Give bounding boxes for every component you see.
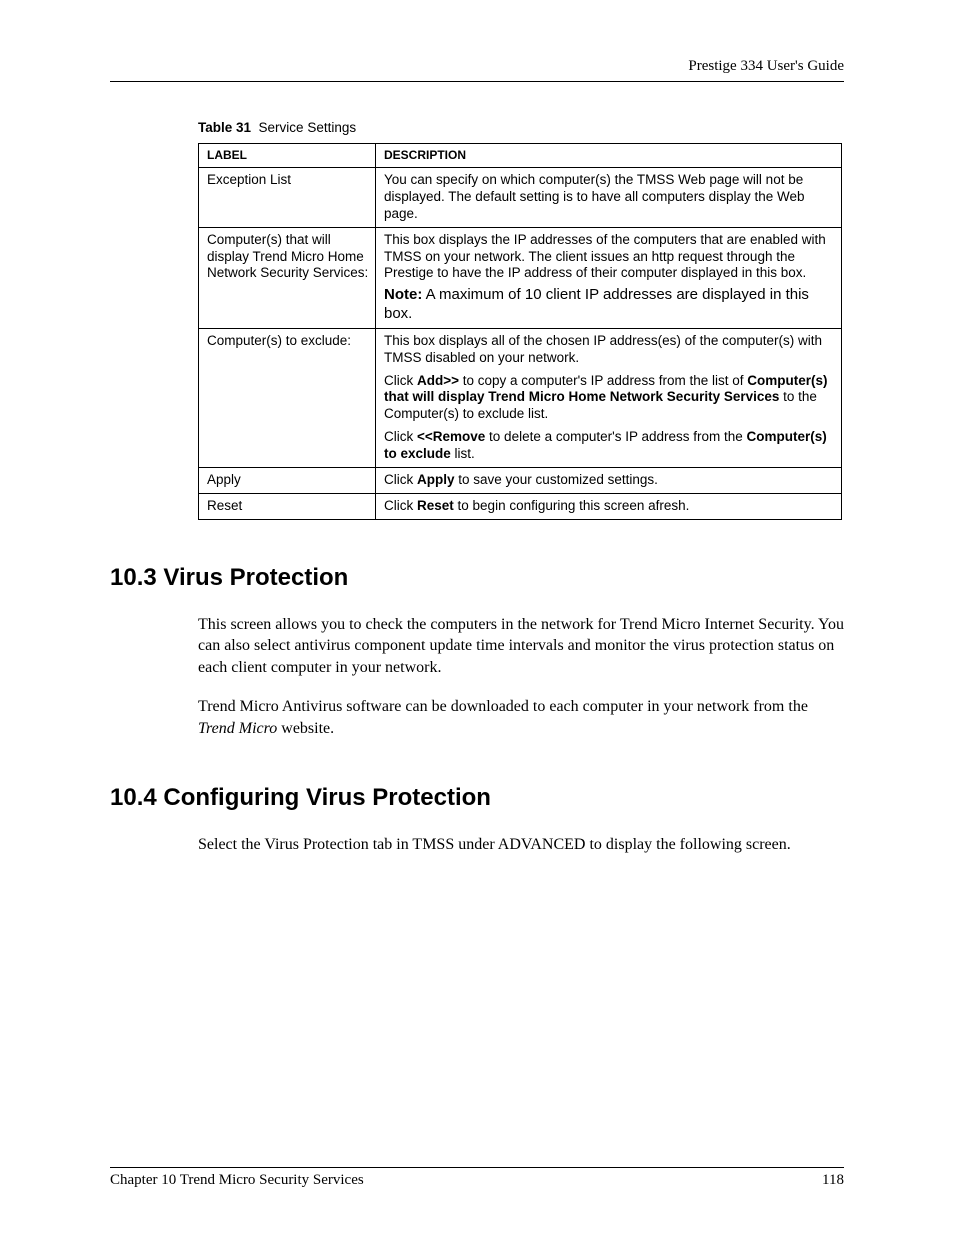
table-caption-title: Service Settings bbox=[259, 120, 357, 135]
table-row: Computer(s) to exclude: This box display… bbox=[199, 328, 842, 467]
document-page: Prestige 334 User's Guide Table 31 Servi… bbox=[0, 0, 954, 1235]
section-heading-10-3: 10.3 Virus Protection bbox=[110, 564, 844, 592]
table-header-row: LABEL DESCRIPTION bbox=[199, 144, 842, 168]
table-cell-label: Computer(s) that will display Trend Micr… bbox=[199, 227, 376, 328]
cell-paragraph: Click Add>> to copy a computer's IP addr… bbox=[384, 373, 835, 424]
bold-text: Apply bbox=[417, 472, 455, 487]
footer-rule bbox=[110, 1167, 844, 1168]
header-rule bbox=[110, 81, 844, 82]
table-caption-number: Table 31 bbox=[198, 120, 251, 135]
table-cell-desc: This box displays all of the chosen IP a… bbox=[376, 328, 842, 467]
table-row: Reset Click Reset to begin configuring t… bbox=[199, 493, 842, 519]
note-body: A maximum of 10 client IP addresses are … bbox=[384, 286, 809, 322]
table-row: Exception List You can specify on which … bbox=[199, 168, 842, 228]
table-cell-desc: Click Reset to begin configuring this sc… bbox=[376, 493, 842, 519]
text-run: to save your customized settings. bbox=[455, 472, 658, 487]
page-footer: Chapter 10 Trend Micro Security Services… bbox=[110, 1167, 844, 1189]
italic-text: Trend Micro bbox=[198, 720, 277, 737]
table-cell-desc: Click Apply to save your customized sett… bbox=[376, 467, 842, 493]
body-paragraph: This screen allows you to check the comp… bbox=[198, 614, 844, 679]
footer-page-number: 118 bbox=[822, 1172, 844, 1189]
table-cell-label: Reset bbox=[199, 493, 376, 519]
body-paragraph: Select the Virus Protection tab in TMSS … bbox=[198, 834, 844, 856]
table-caption: Table 31 Service Settings bbox=[198, 120, 844, 135]
table-cell-desc: You can specify on which computer(s) the… bbox=[376, 168, 842, 228]
text-run: to delete a computer's IP address from t… bbox=[485, 429, 746, 444]
text-run: to copy a computer's IP address from the… bbox=[459, 373, 747, 388]
cell-paragraph: This box displays all of the chosen IP a… bbox=[384, 333, 835, 367]
table-cell-label: Exception List bbox=[199, 168, 376, 228]
text-run: Click bbox=[384, 472, 417, 487]
body-paragraph: Trend Micro Antivirus software can be do… bbox=[198, 696, 844, 739]
text-run: list. bbox=[451, 446, 475, 461]
text-run: website. bbox=[277, 720, 334, 737]
table-header-description: DESCRIPTION bbox=[376, 144, 842, 168]
table-header-label: LABEL bbox=[199, 144, 376, 168]
text-run: Click bbox=[384, 498, 417, 513]
note-prefix: Note: bbox=[384, 286, 422, 303]
service-settings-table: LABEL DESCRIPTION Exception List You can… bbox=[198, 143, 842, 520]
table-cell-label: Computer(s) to exclude: bbox=[199, 328, 376, 467]
cell-paragraph: This box displays the IP addresses of th… bbox=[384, 232, 835, 283]
section-body-10-4: Select the Virus Protection tab in TMSS … bbox=[198, 834, 844, 856]
footer-chapter: Chapter 10 Trend Micro Security Services bbox=[110, 1172, 364, 1189]
bold-text: Reset bbox=[417, 498, 454, 513]
cell-paragraph: Click <<Remove to delete a computer's IP… bbox=[384, 429, 835, 463]
bold-text: <<Remove bbox=[417, 429, 485, 444]
table-row: Computer(s) that will display Trend Micr… bbox=[199, 227, 842, 328]
text-run: Click bbox=[384, 429, 417, 444]
section-heading-10-4: 10.4 Configuring Virus Protection bbox=[110, 784, 844, 812]
bold-text: Add>> bbox=[417, 373, 459, 388]
cell-note: Note: A maximum of 10 client IP addresse… bbox=[384, 286, 835, 324]
text-run: Trend Micro Antivirus software can be do… bbox=[198, 698, 808, 715]
text-run: to begin configuring this screen afresh. bbox=[454, 498, 690, 513]
section-body-10-3: This screen allows you to check the comp… bbox=[198, 614, 844, 740]
header-guide-title: Prestige 334 User's Guide bbox=[110, 58, 844, 75]
table-cell-label: Apply bbox=[199, 467, 376, 493]
table-row: Apply Click Apply to save your customize… bbox=[199, 467, 842, 493]
footer-line: Chapter 10 Trend Micro Security Services… bbox=[110, 1172, 844, 1189]
text-run: Click bbox=[384, 373, 417, 388]
table-cell-desc: This box displays the IP addresses of th… bbox=[376, 227, 842, 328]
